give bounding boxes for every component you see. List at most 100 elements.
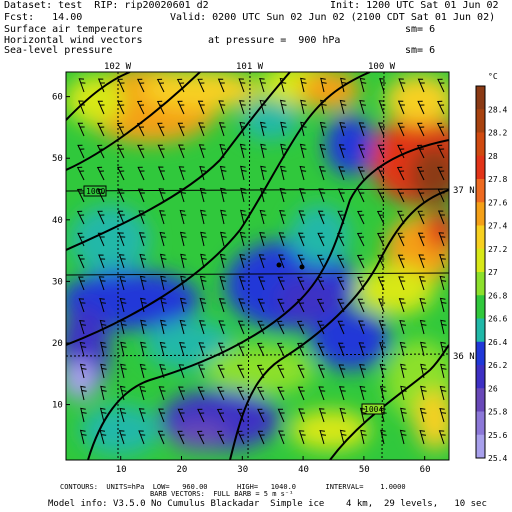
wind-barb — [76, 188, 85, 203]
wind-barb — [119, 297, 127, 313]
wind-barb — [257, 408, 265, 423]
y-tick-label: 10 — [52, 401, 63, 411]
lon-label-101w: 101 W — [236, 62, 264, 72]
plot-frame — [65, 71, 450, 461]
wind-barb — [279, 77, 287, 93]
wind-barb — [97, 100, 105, 115]
y-tick-label: 40 — [52, 216, 63, 226]
wind-barb — [378, 298, 386, 313]
wind-barb — [439, 297, 447, 313]
wind-barb — [100, 341, 107, 357]
wind-barb — [116, 122, 125, 137]
wind-barb — [379, 363, 387, 379]
wind-barb — [137, 166, 145, 181]
model-info: Model info: V3.5.0 No Cumulus Blackadar … — [48, 499, 487, 509]
wind-barb — [280, 143, 287, 159]
wind-barb — [358, 144, 366, 159]
wind-barb — [78, 276, 86, 291]
wind-barb — [298, 188, 306, 203]
wind-barb — [298, 430, 306, 445]
wind-barb — [197, 100, 205, 115]
wind-barb — [320, 77, 327, 93]
wind-barb — [178, 144, 186, 159]
y-tick-label: 50 — [52, 154, 63, 164]
wind-barb — [139, 275, 147, 291]
wind-barb — [200, 253, 207, 269]
wind-barb — [97, 210, 105, 225]
wind-barb — [159, 341, 167, 357]
wind-barb — [217, 386, 225, 401]
wind-barb — [380, 429, 387, 445]
wind-barb — [177, 430, 185, 445]
wind-barb — [179, 188, 186, 203]
colorbar-swatch — [476, 272, 485, 296]
wind-barb — [419, 407, 427, 423]
wind-barb — [317, 232, 325, 247]
wind-barb — [397, 144, 405, 159]
colorbar-swatch — [476, 179, 485, 203]
wind-barb — [379, 385, 387, 401]
wind-barb — [138, 408, 146, 423]
wind-barb — [418, 276, 426, 291]
wind-barb — [399, 341, 407, 357]
wind-barb — [260, 165, 267, 181]
wind-barb — [337, 320, 345, 335]
wind-barb — [338, 166, 346, 181]
valid-label: Valid: 0200 UTC Sun 02 Jun 02 (2100 CDT … — [170, 12, 496, 23]
wind-barb — [277, 298, 285, 313]
y-tick-label: 20 — [52, 339, 63, 349]
wind-barb — [237, 430, 245, 445]
colorbar-swatch — [476, 318, 485, 343]
wind-barb — [338, 144, 346, 159]
x-axis-ticks: 10 20 30 40 50 60 — [116, 456, 431, 475]
colorbar-label: 27.6 — [488, 198, 507, 207]
wind-barb — [139, 253, 147, 269]
wind-barb — [159, 364, 166, 379]
wind-barb — [377, 276, 385, 291]
wind-barb — [218, 320, 226, 335]
wind-barb — [356, 254, 365, 269]
wind-barb — [79, 363, 87, 379]
wind-barb — [296, 320, 305, 335]
wind-barb — [440, 363, 447, 379]
wind-barb — [257, 430, 265, 445]
colorbar-swatch — [476, 86, 485, 110]
wind-barb — [160, 319, 167, 335]
wind-barb — [440, 319, 447, 335]
wind-barb — [377, 144, 385, 159]
wind-barb — [220, 187, 227, 203]
wind-barb — [277, 364, 285, 379]
wind-barb — [197, 78, 205, 93]
wind-barb — [198, 144, 206, 159]
wind-barb — [377, 166, 385, 181]
wind-barb — [298, 408, 306, 423]
wind-barb — [318, 166, 326, 181]
wind-barb — [398, 78, 406, 93]
wind-barb — [99, 298, 106, 313]
colorbar-label: 25.8 — [488, 408, 507, 417]
wind-barb — [437, 188, 445, 203]
wind-barb — [397, 210, 405, 225]
wind-barb — [78, 100, 86, 115]
wind-barb — [119, 385, 127, 401]
colorbar-label: 26.6 — [488, 315, 507, 324]
wind-barb — [417, 100, 425, 115]
wind-barb — [137, 78, 145, 93]
wind-barb — [118, 232, 126, 247]
wind-barb — [378, 100, 386, 115]
wind-barb — [337, 298, 345, 313]
wind-barb — [297, 276, 305, 291]
wind-barb — [237, 342, 245, 357]
wind-barb — [437, 210, 445, 225]
wind-barb — [417, 188, 425, 203]
wind-barb — [100, 385, 107, 401]
wind-barb — [239, 254, 247, 269]
lon-label-100w: 100 W — [368, 62, 396, 72]
wind-barb — [339, 99, 347, 115]
wind-barb — [359, 407, 367, 423]
wind-barb — [159, 231, 167, 247]
wind-barb — [116, 144, 125, 159]
wind-barb — [359, 100, 366, 115]
wind-barb — [297, 232, 305, 247]
colorbar-swatch — [476, 202, 485, 226]
